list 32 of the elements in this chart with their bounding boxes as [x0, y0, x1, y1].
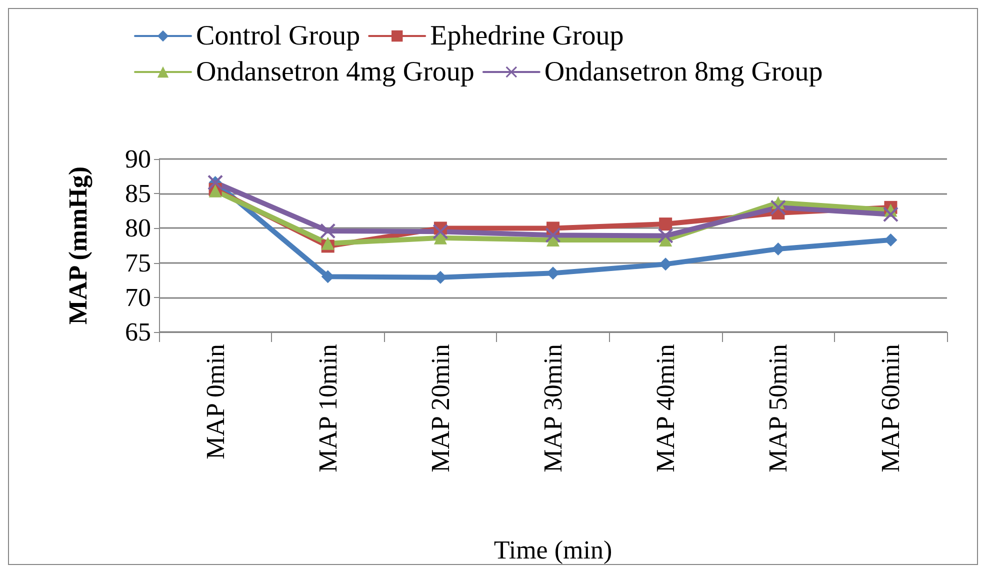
point [770, 200, 786, 215]
x-tick-label: MAP 20min [426, 344, 455, 472]
point [659, 218, 672, 231]
x-axis-title: Time (min) [494, 536, 612, 564]
x-tick-label: MAP 50min [764, 344, 793, 472]
legend-label: Ondansetron 4mg Group [196, 56, 474, 88]
point [883, 206, 898, 222]
x-tick-label: MAP 60min [876, 344, 906, 472]
point [659, 258, 672, 271]
x-tick-label: MAP 30min [538, 344, 568, 472]
legend-label: Control Group [196, 20, 360, 52]
point [321, 236, 334, 250]
point [658, 228, 674, 244]
point [884, 233, 898, 246]
y-axis-title: MAP (mmHg) [64, 166, 92, 325]
y-tick-label: 65 [125, 318, 151, 346]
x-tick-label: MAP 0min [200, 344, 230, 460]
legend-label: Ondansetron 8mg Group [544, 56, 823, 88]
point [546, 266, 560, 280]
x-tick-label: MAP 10min [313, 344, 342, 472]
point [432, 224, 448, 240]
point [321, 270, 334, 284]
y-tick-label: 85 [125, 179, 151, 208]
point [546, 228, 560, 243]
point [434, 231, 447, 244]
y-tick-label: 80 [125, 214, 151, 243]
y-tick-label: 70 [125, 282, 151, 312]
y-tick-label: 90 [125, 144, 151, 174]
y-tick-label: 75 [125, 248, 151, 278]
point [320, 223, 336, 238]
legend-label: Ephedrine Group [430, 20, 624, 52]
x-tick-label: MAP 40min [651, 344, 680, 472]
